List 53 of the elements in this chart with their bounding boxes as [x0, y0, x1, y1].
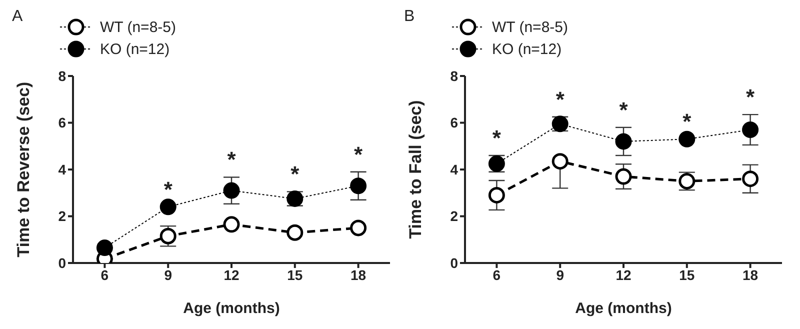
- legend-label: WT (n=8-5): [100, 18, 176, 36]
- x-tick-label: 15: [679, 266, 695, 283]
- y-axis-title: Time to Reverse (sec): [14, 82, 34, 258]
- point: [96, 240, 113, 256]
- chart-title: A: [12, 8, 23, 26]
- y-tick-label: 2: [58, 208, 66, 224]
- legend-label: WT (n=8-5): [492, 18, 568, 36]
- point: [678, 130, 696, 148]
- point: [615, 133, 632, 150]
- x-tick-label: 18: [350, 266, 366, 283]
- y-tick-label: 8: [58, 68, 66, 84]
- point: [160, 198, 176, 216]
- point: [286, 224, 304, 241]
- x-tick-label: 9: [164, 266, 172, 283]
- annotation: *: [164, 176, 173, 202]
- x-tick-label: 6: [492, 266, 501, 283]
- point: [350, 178, 367, 194]
- y-tick-label: 4: [450, 161, 458, 178]
- point: [552, 153, 568, 170]
- x-tick-label: 18: [742, 266, 758, 283]
- legend-label: KO (n=12): [100, 40, 170, 58]
- x-axis-title: Age (months): [183, 300, 280, 317]
- x-tick-label: 6: [100, 266, 109, 283]
- point: [223, 216, 240, 233]
- annotation: *: [290, 162, 300, 187]
- y-tick-label: 6: [58, 114, 66, 131]
- legend-label: KO (n=12): [492, 40, 562, 58]
- annotation: *: [619, 97, 628, 122]
- x-tick-label: 15: [287, 266, 303, 283]
- y-tick-label: 4: [58, 161, 66, 178]
- point: [742, 122, 759, 138]
- y-tick-label: 0: [450, 254, 458, 271]
- y-axis-title: Time to Fall (sec): [406, 100, 426, 239]
- annotation: *: [746, 84, 756, 110]
- point: [350, 220, 367, 236]
- y-tick-label: 6: [450, 114, 458, 131]
- x-tick-label: 9: [556, 266, 564, 283]
- annotation: *: [354, 142, 364, 167]
- x-tick-label: 12: [616, 266, 632, 283]
- annotation: *: [682, 109, 692, 134]
- x-axis-title: Age (months): [575, 300, 672, 317]
- annotation: *: [227, 147, 236, 172]
- y-tick-label: 8: [450, 68, 458, 84]
- y-tick-label: 0: [58, 254, 66, 271]
- point: [615, 168, 632, 185]
- x-tick-label: 12: [224, 266, 240, 283]
- point: [488, 186, 505, 204]
- point: [223, 182, 240, 199]
- annotation: *: [492, 125, 502, 150]
- annotation: *: [556, 86, 565, 112]
- point: [742, 170, 759, 188]
- chart-title: B: [404, 8, 415, 26]
- y-tick-label: 2: [450, 208, 458, 224]
